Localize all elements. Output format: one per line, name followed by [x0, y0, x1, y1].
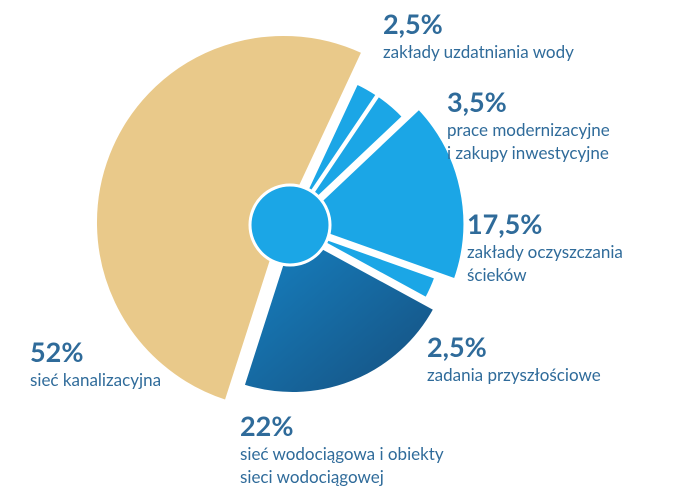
pie-slice [241, 229, 437, 395]
category-label: zakłady oczyszczania ścieków [467, 241, 623, 285]
slice-label: 17,5% zakłady oczyszczania ścieków [467, 208, 623, 286]
slice-label: 22% sieć wodociągowa i obiekty sieci wodo… [240, 410, 444, 488]
center-hub [248, 183, 332, 267]
category-label: sieć kanalizacyjna [30, 369, 162, 390]
pie-slice [293, 93, 406, 221]
value-label: 17,5% [467, 207, 543, 240]
slice-label: 52% sieć kanalizacyjna [30, 336, 161, 391]
category-label: prace modernizacyjne i zakupy inwestycyj… [447, 119, 610, 163]
pie-slice [294, 106, 467, 282]
category-label: sieć wodociągowa i obiekty sieci wodocią… [240, 443, 444, 487]
value-label: 52% [30, 335, 84, 368]
pie-slice [93, 32, 365, 404]
category-label: zakłady uzdatniania wody [383, 41, 574, 62]
value-label: 3,5% [447, 85, 507, 118]
value-label: 2,5% [427, 330, 487, 363]
slice-label: 2,5% zakłady uzdatniania wody [383, 8, 574, 63]
slice-label: 3,5% prace modernizacyjne i zakupy inwest… [447, 86, 610, 164]
value-label: 22% [240, 409, 294, 442]
category-label: zadania przyszłościowe [427, 364, 601, 385]
slice-label: 2,5% zadania przyszłościowe [427, 331, 601, 386]
pie-slice [295, 226, 438, 301]
value-label: 2,5% [383, 7, 443, 40]
